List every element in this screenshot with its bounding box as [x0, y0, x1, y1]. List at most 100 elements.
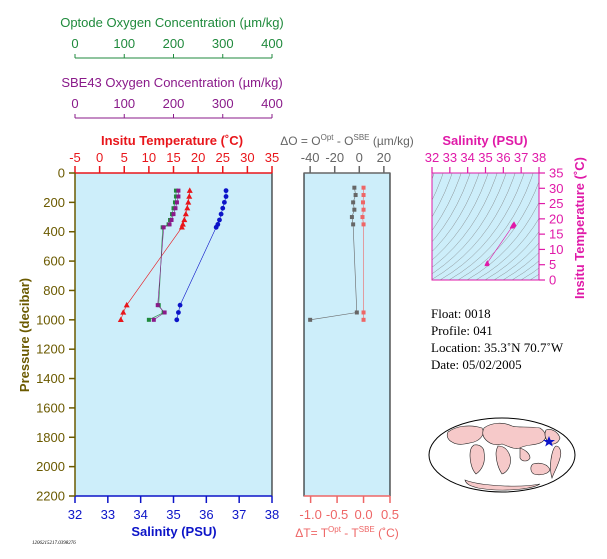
isopycnal-line — [448, 173, 534, 280]
ts-temperature-axis-title: Insitu Temperature (˚C) — [572, 157, 587, 299]
pressure-tick-label: 400 — [43, 224, 65, 239]
sbe43-point — [176, 194, 181, 199]
temperature-tick-label: 0 — [96, 150, 103, 165]
continents — [446, 422, 562, 491]
sbe43-point — [155, 303, 160, 308]
salinity-tick-label: 37 — [232, 507, 246, 522]
delta-t-axis-title: ΔT= TOpt - TSBE (˚C) — [295, 525, 399, 540]
temperature-tick-label: 15 — [166, 150, 180, 165]
optode-axis-tick-label: 300 — [212, 36, 234, 51]
pressure-tick-label: 1000 — [36, 312, 65, 327]
delta-o-point — [351, 200, 356, 205]
temperature-axis-title: Insitu Temperature (˚C) — [101, 133, 243, 148]
sbe43-axis-tick-label: 100 — [113, 96, 135, 111]
sbe43-axis-tick-label: 300 — [212, 96, 234, 111]
float-location-marker — [543, 436, 555, 447]
optode-point — [146, 317, 151, 322]
difference-panel: ΔO = OOpt - OSBE (µm/kg) -40 -20 0 20 -1.0-… — [280, 133, 414, 540]
delta-t-point — [361, 193, 366, 198]
sbe43-point — [171, 212, 176, 217]
pressure-tick-label: 600 — [43, 254, 65, 269]
ts-salinity-tick-label: 34 — [460, 150, 474, 165]
isopycnal-line — [432, 173, 507, 274]
isopycnal-line — [484, 231, 539, 280]
isopycnal-line — [432, 173, 462, 231]
isopycnal-line — [466, 201, 539, 280]
delta-t-tick-label: -0.5 — [326, 507, 348, 522]
sbe43-point — [167, 222, 172, 227]
salinity-point — [217, 217, 222, 223]
world-map — [428, 417, 576, 493]
isopycnal-line — [432, 173, 489, 261]
salinity-point — [218, 211, 224, 217]
delta-t-point — [361, 317, 366, 322]
ts-salinity-tick-label: 36 — [496, 150, 510, 165]
ts-point — [484, 261, 490, 267]
salinity-tick-label: 34 — [133, 507, 147, 522]
temperature-tick-label: 25 — [216, 150, 230, 165]
ts-salinity-tick-label: 38 — [532, 150, 546, 165]
pressure-tick-label: 1800 — [36, 430, 65, 445]
sbe43-point — [169, 217, 174, 222]
delta-o-tick-label: -20 — [325, 150, 344, 165]
ts-salinity-tick-label: 32 — [425, 150, 439, 165]
pressure-tick-label: 1200 — [36, 342, 65, 357]
delta-t-point — [360, 215, 365, 220]
temperature-tick-label: 35 — [265, 150, 279, 165]
salinity-point — [223, 188, 229, 194]
ts-temperature-tick-label: 35 — [549, 166, 563, 181]
ts-temperature-tick-label: 25 — [549, 196, 563, 211]
profile-label: Profile: 041 — [431, 323, 493, 338]
salinity-point — [221, 199, 227, 205]
sbe43-point — [176, 188, 181, 193]
profile-plot-area — [74, 172, 273, 497]
salinity-point — [223, 194, 229, 199]
sbe43-axis-tick-label: 200 — [163, 96, 185, 111]
delta-o-point — [352, 185, 357, 190]
optode-point — [173, 188, 178, 193]
salinity-point — [176, 310, 181, 315]
isopycnal-line — [493, 242, 539, 280]
pressure-tick-label: 200 — [43, 195, 65, 210]
ts-salinity-tick-label: 33 — [443, 150, 457, 165]
ts-temperature-tick-label: 20 — [549, 211, 563, 226]
delta-t-tick-label: 0.0 — [354, 507, 372, 522]
pressure-tick-label: 1400 — [36, 371, 65, 386]
temperature-point — [186, 187, 193, 193]
profile-panel: Insitu Temperature (˚C) -5 0 5 10 15 20 25 30 35… — [17, 133, 279, 539]
salinity-point — [174, 317, 180, 323]
pressure-tick-label: 800 — [43, 283, 65, 298]
temperature-point — [184, 205, 191, 211]
delta-t-tick-label: -1.0 — [299, 507, 321, 522]
sbe43-point — [174, 200, 179, 205]
delta-o-tick-label: 20 — [377, 150, 391, 165]
delta-t-tick-label: 0.5 — [381, 507, 399, 522]
salinity-axis-title: Salinity (PSU) — [131, 524, 216, 539]
difference-plot-area — [303, 172, 391, 497]
ts-temperature-tick-label: 15 — [549, 227, 563, 242]
temperature-point — [182, 210, 189, 217]
temperature-point — [186, 193, 193, 199]
isopycnal-line — [439, 173, 525, 280]
delta-t-point — [361, 310, 366, 315]
sbe43-axis: SBE43 Oxygen Concentration (µm/kg) 0 100 2… — [61, 75, 283, 119]
optode-axis-tick-label: 400 — [261, 36, 283, 51]
salinity-point — [177, 302, 183, 308]
delta-t-point — [361, 222, 366, 227]
delta-t-point — [361, 185, 366, 190]
float-info: Float: 0018 Profile: 041 Location: 35.3˚… — [431, 306, 564, 372]
temperature-point — [123, 301, 130, 308]
isopycnal-line — [432, 173, 498, 268]
isopycnal-line — [432, 173, 453, 218]
delta-o-point — [349, 215, 354, 220]
delta-o-tick-label: 0 — [356, 150, 363, 165]
ts-temperature-tick-label: 0 — [549, 273, 556, 288]
temperature-tick-label: 10 — [142, 150, 156, 165]
sbe43-axis-title: SBE43 Oxygen Concentration (µm/kg) — [61, 75, 282, 90]
isopycnal-line — [432, 173, 444, 201]
salinity-tick-label: 35 — [166, 507, 180, 522]
temperature-point — [178, 224, 185, 230]
salinity-point — [220, 205, 226, 211]
pressure-tick-label: 2200 — [36, 489, 65, 504]
salinity-tick-label: 36 — [199, 507, 213, 522]
